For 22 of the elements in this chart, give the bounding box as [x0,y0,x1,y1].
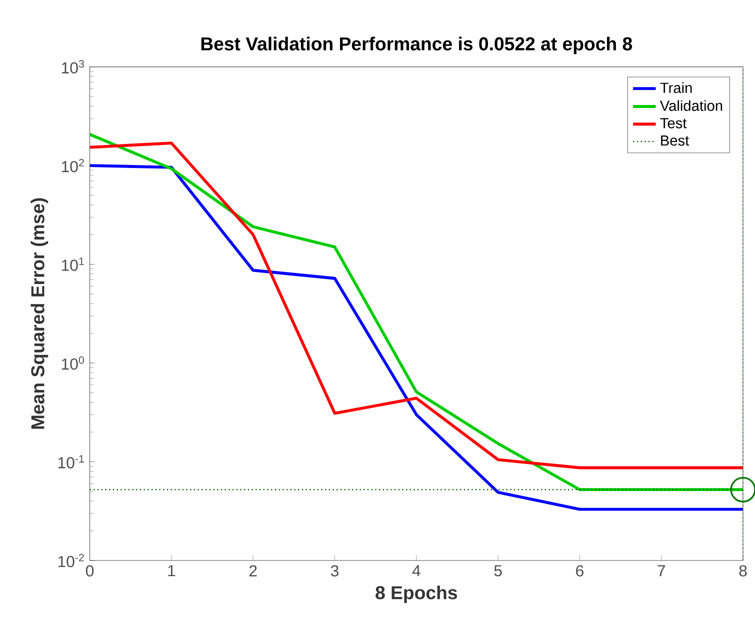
x-tick-label: 1 [168,565,176,576]
chart-title: Best Validation Performance is 0.0522 at epoch 8 [201,36,632,54]
x-tick-label: 7 [658,565,666,576]
x-tick-label: 6 [576,565,584,576]
x-tick-label: 4 [412,565,420,576]
legend-label: Best [661,135,690,146]
x-tick-label: 2 [249,565,257,576]
x-tick-label: 8 [739,565,747,576]
y-tick-label: 10$^{3}$ [62,60,84,74]
legend-label: Train [660,82,692,93]
x-tick-label: 5 [494,565,502,576]
legend-label: Test [660,118,687,128]
x-tick-label: 3 [330,565,338,576]
y-tick-label: 10$^{1}$ [62,258,84,271]
y-axis-title: Mean Squared Error (mse) [30,198,48,429]
y-tick-label: 10$^{-1}$ [58,454,84,468]
legend-label: Validation [660,100,722,111]
x-axis-title: 8 Epochs [376,585,458,603]
x-tick-label: 0 [86,565,94,576]
y-tick-label: 10$^{0}$ [62,356,84,370]
y-tick-label: 10$^{-2}$ [58,554,84,568]
y-tick-label: 10$^{2}$ [62,158,84,172]
